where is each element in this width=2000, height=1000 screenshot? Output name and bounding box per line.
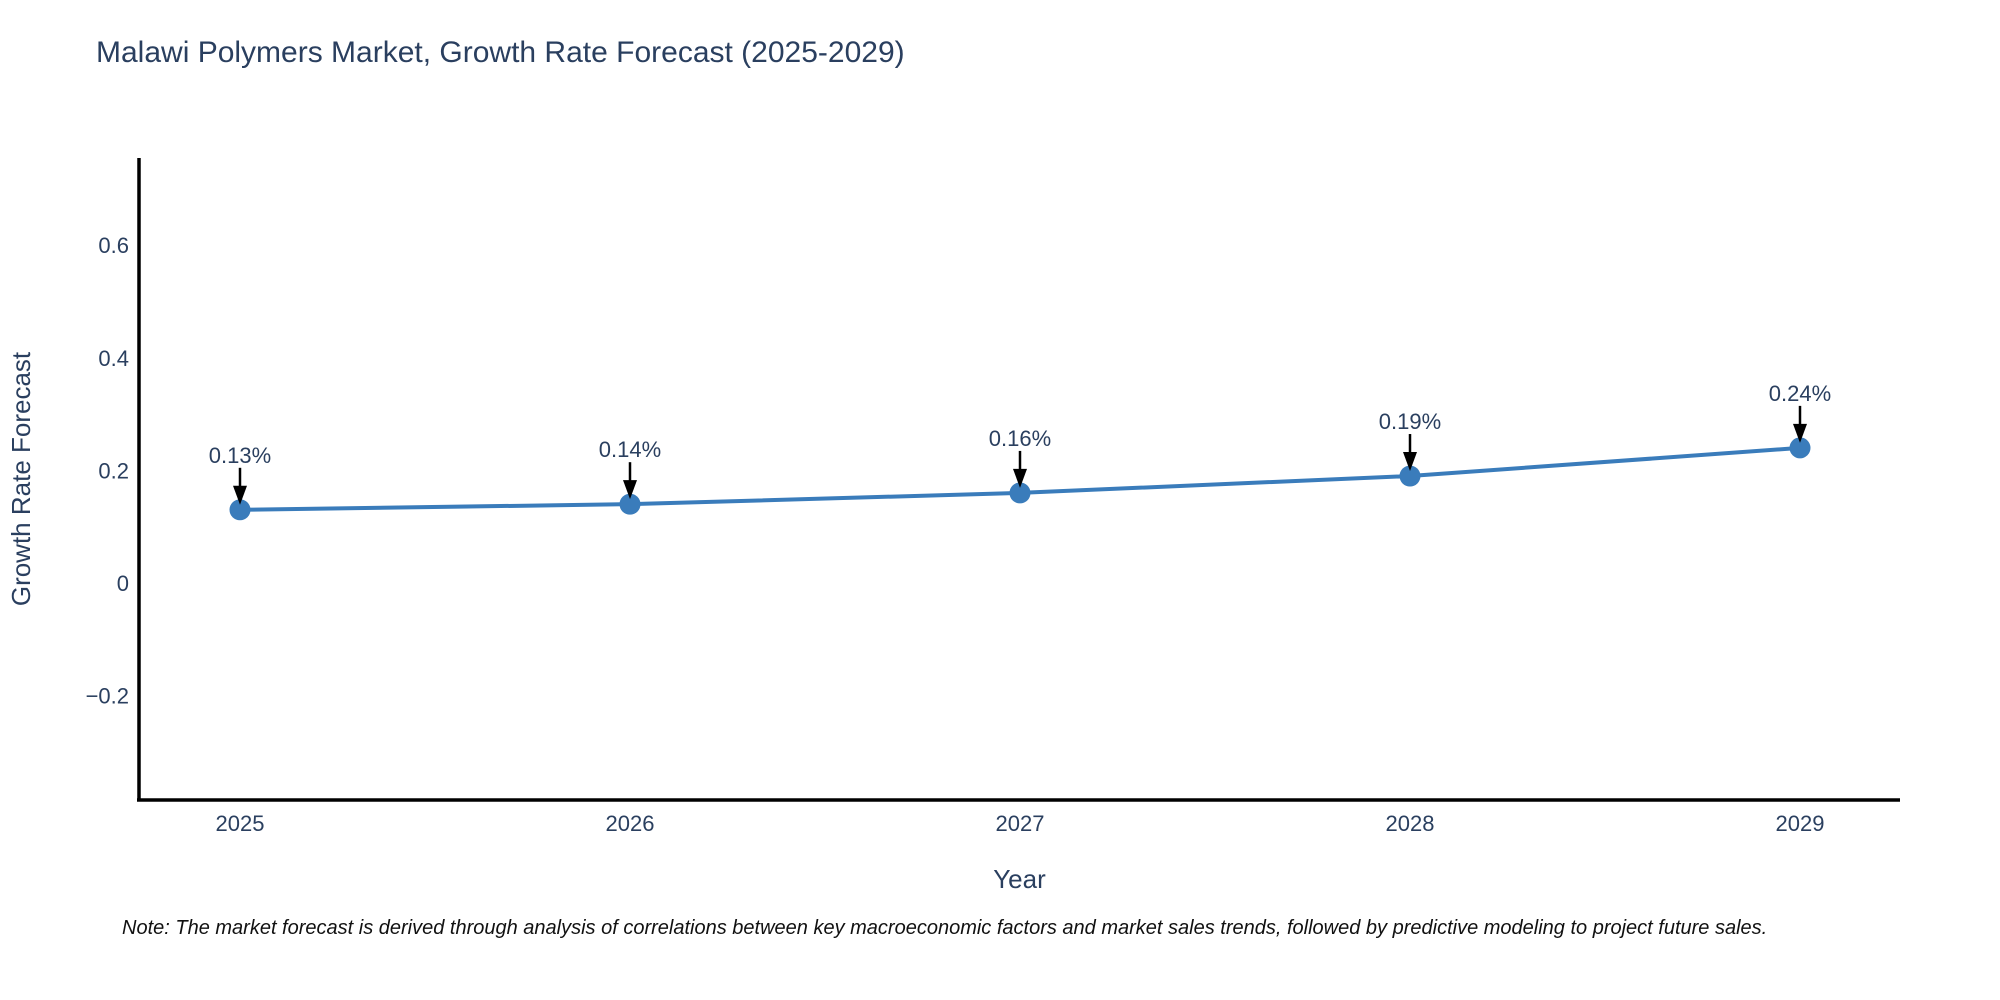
annotation-label: 0.19% bbox=[1379, 409, 1441, 434]
x-tick-label: 2029 bbox=[1776, 811, 1825, 836]
footnote: Note: The market forecast is derived thr… bbox=[122, 917, 1768, 939]
y-tick-label: 0.4 bbox=[98, 346, 129, 371]
annotation-arrow-head bbox=[1013, 468, 1027, 488]
x-tick-label: 2028 bbox=[1386, 811, 1435, 836]
annotation-arrow-head bbox=[233, 485, 247, 505]
annotation-arrow-head bbox=[623, 480, 637, 500]
annotation-label: 0.13% bbox=[209, 443, 271, 468]
x-tick-label: 2027 bbox=[996, 811, 1045, 836]
annotation-label: 0.16% bbox=[989, 426, 1051, 451]
annotation-label: 0.24% bbox=[1769, 381, 1831, 406]
x-tick-label: 2025 bbox=[216, 811, 265, 836]
data-point-marker bbox=[619, 493, 641, 515]
y-tick-label: 0.2 bbox=[98, 458, 129, 483]
annotation-arrow-head bbox=[1793, 423, 1807, 443]
y-tick-label: 0 bbox=[117, 571, 129, 596]
y-tick-label: −0.2 bbox=[86, 684, 129, 709]
x-tick-label: 2026 bbox=[606, 811, 655, 836]
chart-title: Malawi Polymers Market, Growth Rate Fore… bbox=[96, 36, 905, 69]
y-tick-label: 0.6 bbox=[98, 233, 129, 258]
annotation-arrow-head bbox=[1403, 452, 1417, 472]
x-axis-title: Year bbox=[993, 864, 1046, 894]
y-axis-title: Growth Rate Forecast bbox=[6, 351, 36, 606]
annotation-label: 0.14% bbox=[599, 437, 661, 462]
data-point-marker bbox=[1009, 482, 1031, 504]
data-point-marker bbox=[1789, 437, 1811, 459]
data-point-marker bbox=[229, 499, 251, 521]
data-point-marker bbox=[1399, 465, 1421, 487]
